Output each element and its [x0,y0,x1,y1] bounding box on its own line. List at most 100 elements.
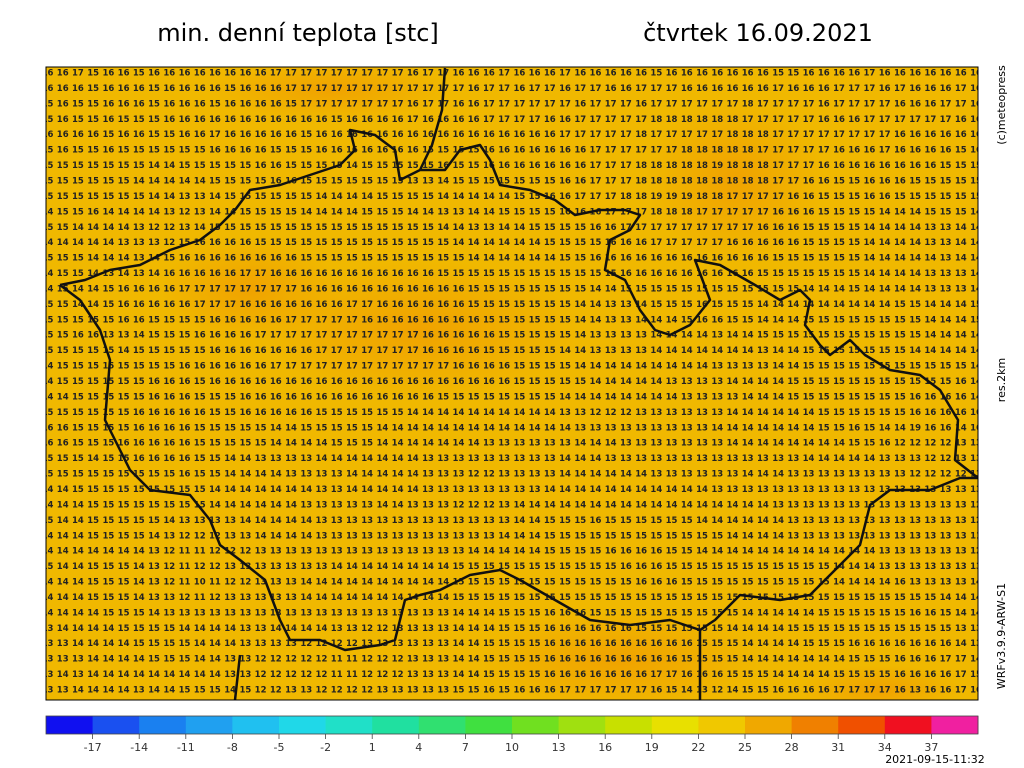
grid-value: 13 [316,562,328,572]
grid-value: 15 [742,670,754,680]
grid-value: 13 [681,408,693,418]
grid-value: 18 [681,176,693,186]
grid-value: 15 [513,192,525,202]
grid-value: 12 [270,686,282,696]
grid-value: 13 [422,516,434,526]
grid-value: 16 [605,655,617,665]
grid-value: 15 [300,223,312,233]
grid-value: 14 [590,392,602,402]
grid-value: 12 [361,624,373,634]
grid-value: 16 [118,439,130,449]
grid-value: 15 [346,223,358,233]
grid-value: 14 [909,207,921,217]
grid-value: 13 [270,593,282,603]
grid-value: 15 [529,331,541,341]
grid-value: 15 [924,207,936,217]
grid-value: 15 [848,207,860,217]
grid-value: 16 [331,300,343,310]
grid-value: 15 [453,392,465,402]
grid-value: 13 [468,223,480,233]
grid-value: 14 [102,670,114,680]
grid-value: 17 [727,207,739,217]
grid-value: 15 [498,639,510,649]
grid-value: 15 [513,608,525,618]
grid-value: 15 [87,578,99,588]
grid-value: 16 [955,408,967,418]
grid-value: 13 [270,547,282,557]
grid-value: 16 [255,161,267,171]
grid-value: 14 [483,547,495,557]
grid-value: 14 [407,408,419,418]
grid-value: 17 [270,69,282,79]
grid-value: 11 [346,670,358,680]
grid-value: 15 [696,608,708,618]
grid-value: 16 [924,655,936,665]
grid-value: 17 [955,670,967,680]
grid-value: 14 [909,238,921,248]
colorbar-tick-label: 37 [924,741,938,754]
grid-value: 14 [118,655,130,665]
grid-value: 15 [559,562,571,572]
grid-value: 15 [498,207,510,217]
grid-value: 14 [681,346,693,356]
grid-value: 14 [224,500,236,510]
grid-value: 14 [468,655,480,665]
grid-value: 15 [513,300,525,310]
grid-value: 15 [498,562,510,572]
grid-value: 15 [179,485,191,495]
grid-value: 16 [620,655,632,665]
grid-value: 13 [924,269,936,279]
grid-value: 12 [392,655,404,665]
grid-value: 16 [255,130,267,140]
grid-value: 11 [331,670,343,680]
grid-value: 14 [757,315,769,325]
grid-value: 17 [772,84,784,94]
grid-value: 14 [316,454,328,464]
grid-value: 16 [163,115,175,125]
grid-value: 14 [772,608,784,618]
grid-value: 14 [666,485,678,495]
grid-value: 15 [666,593,678,603]
grid-value: 14 [437,176,449,186]
grid-value: 14 [102,639,114,649]
grid-value: 15 [742,315,754,325]
grid-value: 14 [787,439,799,449]
grid-value: 15 [133,500,145,510]
grid-value: 13 [529,485,541,495]
grid-value: 14 [407,470,419,480]
grid-value: 16 [681,670,693,680]
grid-value: 16 [255,408,267,418]
grid-value: 14 [72,686,84,696]
grid-value: 17 [407,346,419,356]
grid-value: 15 [148,146,160,156]
grid-value: 17 [72,69,84,79]
grid-value: 15 [87,377,99,387]
grid-value: 17 [757,192,769,202]
grid-value: 15 [42,300,54,310]
grid-value: 13 [650,408,662,418]
grid-value: 14 [392,439,404,449]
grid-value: 14 [224,624,236,634]
grid-value: 13 [909,562,921,572]
grid-value: 15 [239,686,251,696]
grid-value: 16 [163,99,175,109]
grid-value: 13 [848,470,860,480]
grid-value: 16 [376,115,388,125]
grid-value: 14 [87,547,99,557]
grid-value: 15 [544,392,556,402]
grid-value: 13 [727,470,739,480]
grid-value: 14 [513,516,525,526]
grid-value: 13 [970,562,982,572]
grid-value: 15 [681,284,693,294]
grid-value: 13 [727,454,739,464]
grid-value: 15 [696,531,708,541]
grid-value: 14 [590,439,602,449]
grid-value: 16 [57,130,69,140]
grid-value: 14 [894,269,906,279]
grid-value: 12 [270,670,282,680]
grid-value: 15 [513,269,525,279]
grid-value: 15 [437,146,449,156]
grid-value: 14 [407,562,419,572]
grid-value: 14 [529,547,541,557]
grid-value: 16 [635,238,647,248]
